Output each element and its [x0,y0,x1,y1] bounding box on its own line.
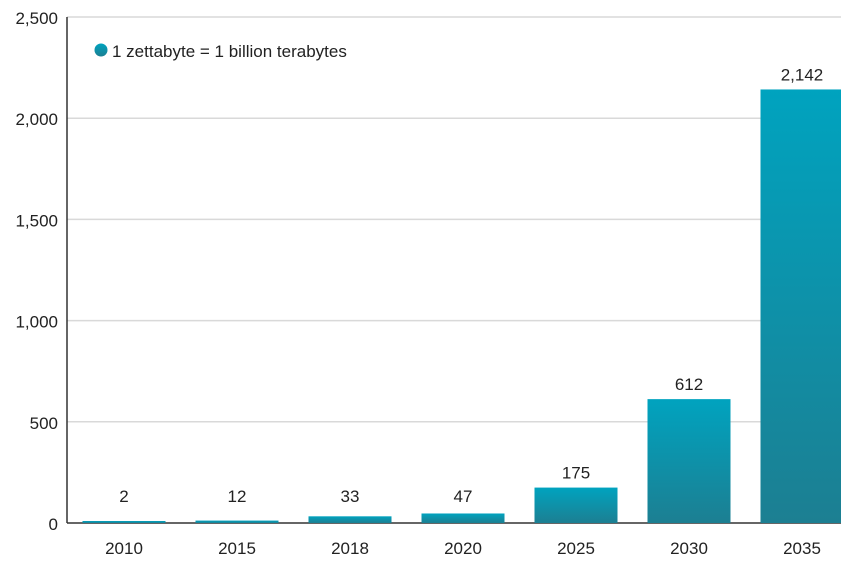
y-tick-label: 1,000 [15,313,58,332]
bar-2018 [309,516,392,523]
x-tick-label: 2020 [444,539,482,558]
y-tick-label: 0 [49,515,58,534]
bar-value-label: 12 [228,487,247,506]
bar-value-label: 47 [454,487,473,506]
bar-2025 [535,488,618,523]
bar-2030 [648,399,731,523]
bar-value-label: 2 [119,487,128,506]
bar-value-label: 2,142 [781,65,824,84]
bar-2035 [761,89,841,523]
bar-2020 [422,513,505,523]
bar-value-label: 33 [341,487,360,506]
y-tick-label: 500 [30,414,58,433]
bar-value-label: 175 [562,464,590,483]
legend-label: 1 zettabyte = 1 billion terabytes [112,42,347,61]
y-tick-label: 1,500 [15,211,58,230]
bar-2010 [83,521,166,523]
x-tick-label: 2025 [557,539,595,558]
x-tick-label: 2018 [331,539,369,558]
y-tick-label: 2,000 [15,110,58,129]
bar-value-label: 612 [675,375,703,394]
bar-2015 [196,521,279,523]
x-tick-label: 2015 [218,539,256,558]
x-tick-label: 2010 [105,539,143,558]
y-tick-label: 2,500 [15,9,58,28]
x-tick-label: 2030 [670,539,708,558]
legend-marker [95,44,108,57]
x-tick-label: 2035 [783,539,821,558]
